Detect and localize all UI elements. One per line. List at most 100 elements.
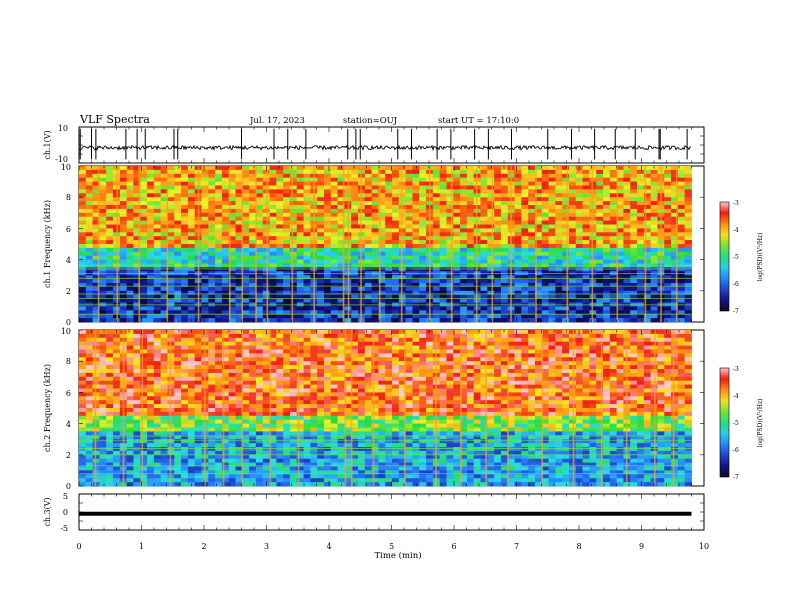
spectrogram-cell bbox=[392, 220, 400, 225]
spectrogram-cell bbox=[378, 181, 386, 186]
spectrogram-cell bbox=[616, 228, 624, 233]
spectrogram-cell bbox=[228, 259, 236, 264]
spectrogram-cell bbox=[79, 423, 87, 428]
spectrogram-cell bbox=[643, 181, 652, 186]
spectrogram-cell bbox=[221, 474, 230, 479]
spectrogram-cell bbox=[289, 244, 298, 249]
spectrogram-cell bbox=[582, 177, 590, 182]
spectrogram-cell bbox=[351, 310, 359, 315]
spectrogram-cell bbox=[221, 177, 230, 182]
spectrogram-cell bbox=[405, 290, 413, 296]
spectrogram-cell bbox=[249, 193, 257, 198]
spectrogram-cell bbox=[521, 169, 529, 175]
impulse-line bbox=[116, 166, 119, 322]
spectrogram-cell bbox=[296, 169, 304, 175]
spectrogram-cell bbox=[487, 240, 495, 245]
spectrogram-cell bbox=[269, 181, 277, 186]
spectrogram-cell bbox=[637, 208, 645, 214]
spectrogram-cell bbox=[582, 224, 590, 229]
spectrogram-cell bbox=[324, 201, 332, 206]
spectrogram-cell bbox=[187, 474, 196, 479]
spectrogram-cell bbox=[221, 205, 230, 210]
spectrogram-cell bbox=[296, 228, 304, 233]
spectrogram-cell bbox=[548, 173, 556, 179]
spectrogram-cell bbox=[330, 181, 339, 186]
spectrogram-cell bbox=[113, 357, 121, 362]
spectrogram-cell bbox=[215, 431, 223, 436]
spectrogram-cell bbox=[187, 236, 196, 241]
spectrogram-cell bbox=[235, 392, 243, 397]
spectrogram-cell bbox=[671, 205, 679, 210]
spectrogram-cell bbox=[208, 431, 216, 436]
spectrogram-cell bbox=[153, 447, 162, 452]
spectrogram-cell bbox=[242, 208, 250, 214]
spectrogram-cell bbox=[79, 251, 87, 257]
spectrogram-cell bbox=[133, 478, 141, 483]
spectrogram-cell bbox=[296, 279, 304, 284]
spectrogram-cell bbox=[140, 361, 148, 366]
spectrogram-cell bbox=[541, 298, 549, 303]
spectrogram-cell bbox=[99, 310, 107, 315]
spectrogram-cell bbox=[255, 318, 264, 323]
spectrogram-cell bbox=[201, 275, 209, 280]
spectrogram-cell bbox=[324, 232, 332, 237]
spectrogram-cell bbox=[664, 294, 672, 299]
spectrogram-cell bbox=[79, 244, 87, 249]
spectrogram-cell bbox=[385, 275, 393, 280]
spectrogram-cell bbox=[208, 314, 216, 319]
spectrogram-cell bbox=[480, 169, 488, 175]
spectrogram-cell bbox=[487, 173, 495, 179]
spectrogram-cell bbox=[140, 423, 148, 428]
spectrogram-cell bbox=[153, 353, 162, 358]
spectrogram-cell bbox=[630, 181, 638, 186]
spectrogram-cell bbox=[187, 369, 196, 374]
spectrogram-cell bbox=[603, 251, 611, 257]
spectrogram-cell bbox=[119, 232, 128, 237]
spectrogram-cell bbox=[99, 298, 107, 303]
spectrogram-cell bbox=[181, 169, 189, 175]
spectrogram-cell bbox=[643, 216, 652, 221]
spectrogram-cell bbox=[555, 290, 563, 296]
spectrogram-cell bbox=[79, 283, 87, 288]
spectrogram-cell bbox=[153, 177, 162, 182]
spectrogram-cell bbox=[126, 458, 134, 463]
spectrogram-cell bbox=[79, 310, 87, 315]
spectrogram-cell bbox=[92, 244, 100, 249]
spectrogram-cell bbox=[235, 314, 243, 319]
spectrogram-cell bbox=[432, 247, 441, 253]
spectrogram-cell bbox=[160, 466, 168, 471]
spectrogram-cell bbox=[160, 423, 168, 428]
spectrogram-cell bbox=[228, 458, 236, 463]
spectrogram-cell bbox=[249, 240, 257, 245]
spectrogram-cell bbox=[337, 275, 345, 280]
spectrogram-cell bbox=[140, 439, 148, 444]
spectrogram-cell bbox=[106, 255, 114, 260]
spectrogram-cell bbox=[378, 197, 386, 202]
spectrogram-cell bbox=[643, 236, 652, 241]
spectrogram-cell bbox=[208, 415, 216, 421]
spectrogram-cell bbox=[432, 181, 441, 186]
spectrogram-cell bbox=[616, 169, 624, 175]
spectrogram-cell bbox=[187, 380, 196, 385]
spectrogram-cell bbox=[562, 267, 570, 272]
spectrogram-cell bbox=[317, 286, 325, 292]
spectrogram-cell bbox=[269, 212, 277, 218]
spectrogram-cell bbox=[153, 169, 162, 175]
spectrogram-cell bbox=[528, 166, 536, 171]
spectrogram-cell bbox=[534, 208, 543, 214]
spectrogram-cell bbox=[133, 376, 141, 382]
spectrogram-cell bbox=[623, 173, 631, 179]
spectrogram-cell bbox=[221, 259, 230, 264]
spectrogram-cell bbox=[92, 212, 100, 218]
spectrogram-cell bbox=[419, 247, 427, 253]
spectrogram-cell bbox=[296, 251, 304, 257]
spectrogram-cell bbox=[133, 341, 141, 346]
spectrogram-cell bbox=[160, 181, 168, 186]
spectrogram-cell bbox=[555, 244, 563, 249]
spectrogram-cell bbox=[317, 189, 325, 194]
spectrogram-cell bbox=[596, 193, 604, 198]
spectrogram-cell bbox=[140, 404, 148, 409]
spectrogram-cell bbox=[187, 357, 196, 362]
spectrogram-cell bbox=[317, 173, 325, 179]
spectrogram-cell bbox=[147, 404, 155, 409]
